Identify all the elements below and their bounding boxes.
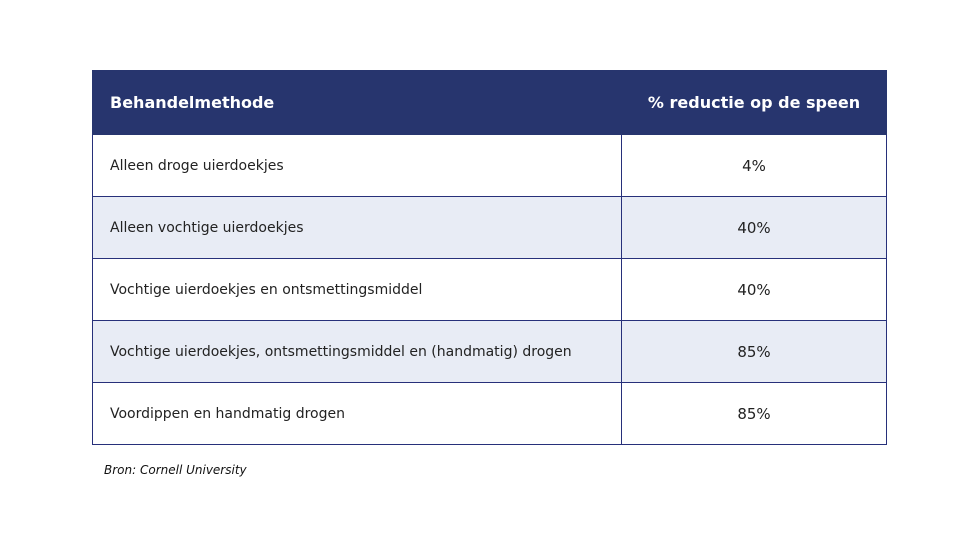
table-row: Alleen droge uierdoekjes 4% — [92, 134, 887, 197]
data-table: Behandelmethode % reductie op de speen A… — [92, 70, 887, 445]
reduction-cell: 85% — [621, 320, 887, 383]
reduction-cell: 40% — [621, 258, 887, 321]
method-cell: Voordippen en handmatig drogen — [92, 382, 622, 445]
reduction-cell: 4% — [621, 134, 887, 197]
table-row: Alleen vochtige uierdoekjes 40% — [92, 196, 887, 259]
method-cell: Vochtige uierdoekjes, ontsmettingsmiddel… — [92, 320, 622, 383]
reduction-cell: 40% — [621, 196, 887, 259]
source-note: Bron: Cornell University — [104, 463, 247, 477]
column-header-reduction: % reductie op de speen — [621, 70, 887, 135]
data-table-container: Behandelmethode % reductie op de speen A… — [92, 70, 887, 445]
table-row: Voordippen en handmatig drogen 85% — [92, 382, 887, 445]
method-cell: Alleen droge uierdoekjes — [92, 134, 622, 197]
table-row: Vochtige uierdoekjes, ontsmettingsmiddel… — [92, 320, 887, 383]
method-cell: Alleen vochtige uierdoekjes — [92, 196, 622, 259]
column-header-method: Behandelmethode — [92, 70, 622, 135]
reduction-cell: 85% — [621, 382, 887, 445]
table-row: Vochtige uierdoekjes en ontsmettingsmidd… — [92, 258, 887, 321]
method-cell: Vochtige uierdoekjes en ontsmettingsmidd… — [92, 258, 622, 321]
table-header-row: Behandelmethode % reductie op de speen — [92, 70, 887, 135]
